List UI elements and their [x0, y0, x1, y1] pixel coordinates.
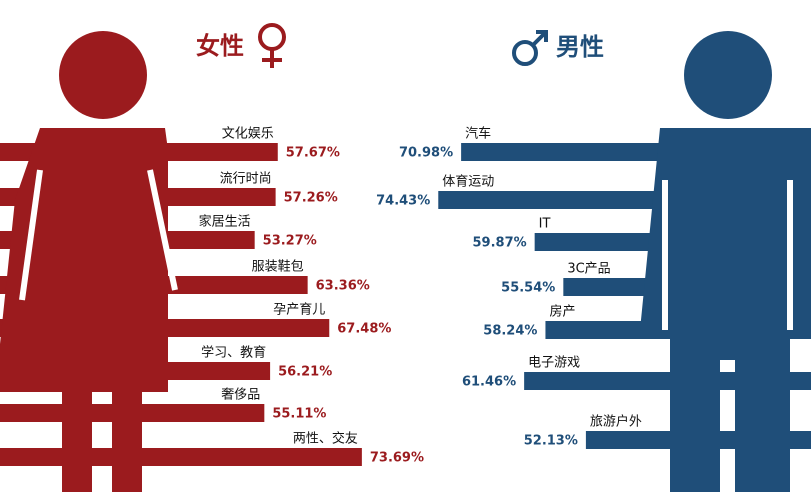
- category-label: 奢侈品: [221, 388, 260, 403]
- category-label: 3C产品: [567, 262, 610, 277]
- bar: [0, 448, 362, 466]
- chart-title: 男性: [556, 33, 604, 61]
- male-figure: [640, 31, 811, 492]
- value-label: 52.13%: [524, 434, 578, 449]
- value-label: 59.87%: [473, 236, 527, 251]
- category-label: 流行时尚: [220, 172, 272, 187]
- category-label: IT: [539, 217, 551, 232]
- value-label: 70.98%: [399, 146, 453, 161]
- male-symbol: [512, 30, 548, 66]
- female-figure: [0, 31, 168, 492]
- category-label: 体育运动: [442, 174, 494, 190]
- value-label: 73.69%: [370, 451, 424, 466]
- category-label: 家居生活: [199, 214, 251, 230]
- value-label: 58.24%: [483, 324, 537, 339]
- value-label: 74.43%: [376, 194, 430, 209]
- category-label: 旅游户外: [590, 414, 642, 430]
- category-label: 服装鞋包: [252, 259, 304, 275]
- category-label: 汽车: [465, 126, 491, 142]
- female-arm-gaps: [19, 169, 178, 301]
- category-label: 房产: [549, 304, 575, 320]
- category-label: 孕产育儿: [273, 302, 325, 318]
- value-label: 61.46%: [462, 375, 516, 390]
- category-label: 电子游戏: [528, 356, 580, 371]
- value-label: 53.27%: [263, 234, 317, 249]
- female-symbol: [258, 23, 286, 68]
- chart-title: 女性: [196, 32, 244, 60]
- value-label: 67.48%: [337, 322, 391, 337]
- value-label: 56.21%: [278, 365, 332, 380]
- male-arm-gaps: [662, 180, 793, 330]
- value-label: 57.67%: [286, 146, 340, 161]
- category-label: 学习、教育: [201, 345, 266, 361]
- value-label: 57.26%: [284, 191, 338, 206]
- value-label: 55.11%: [272, 407, 326, 422]
- value-label: 55.54%: [501, 281, 555, 296]
- value-label: 63.36%: [316, 279, 370, 294]
- category-label: 文化娱乐: [222, 127, 274, 142]
- category-label: 两性、交友: [293, 431, 358, 447]
